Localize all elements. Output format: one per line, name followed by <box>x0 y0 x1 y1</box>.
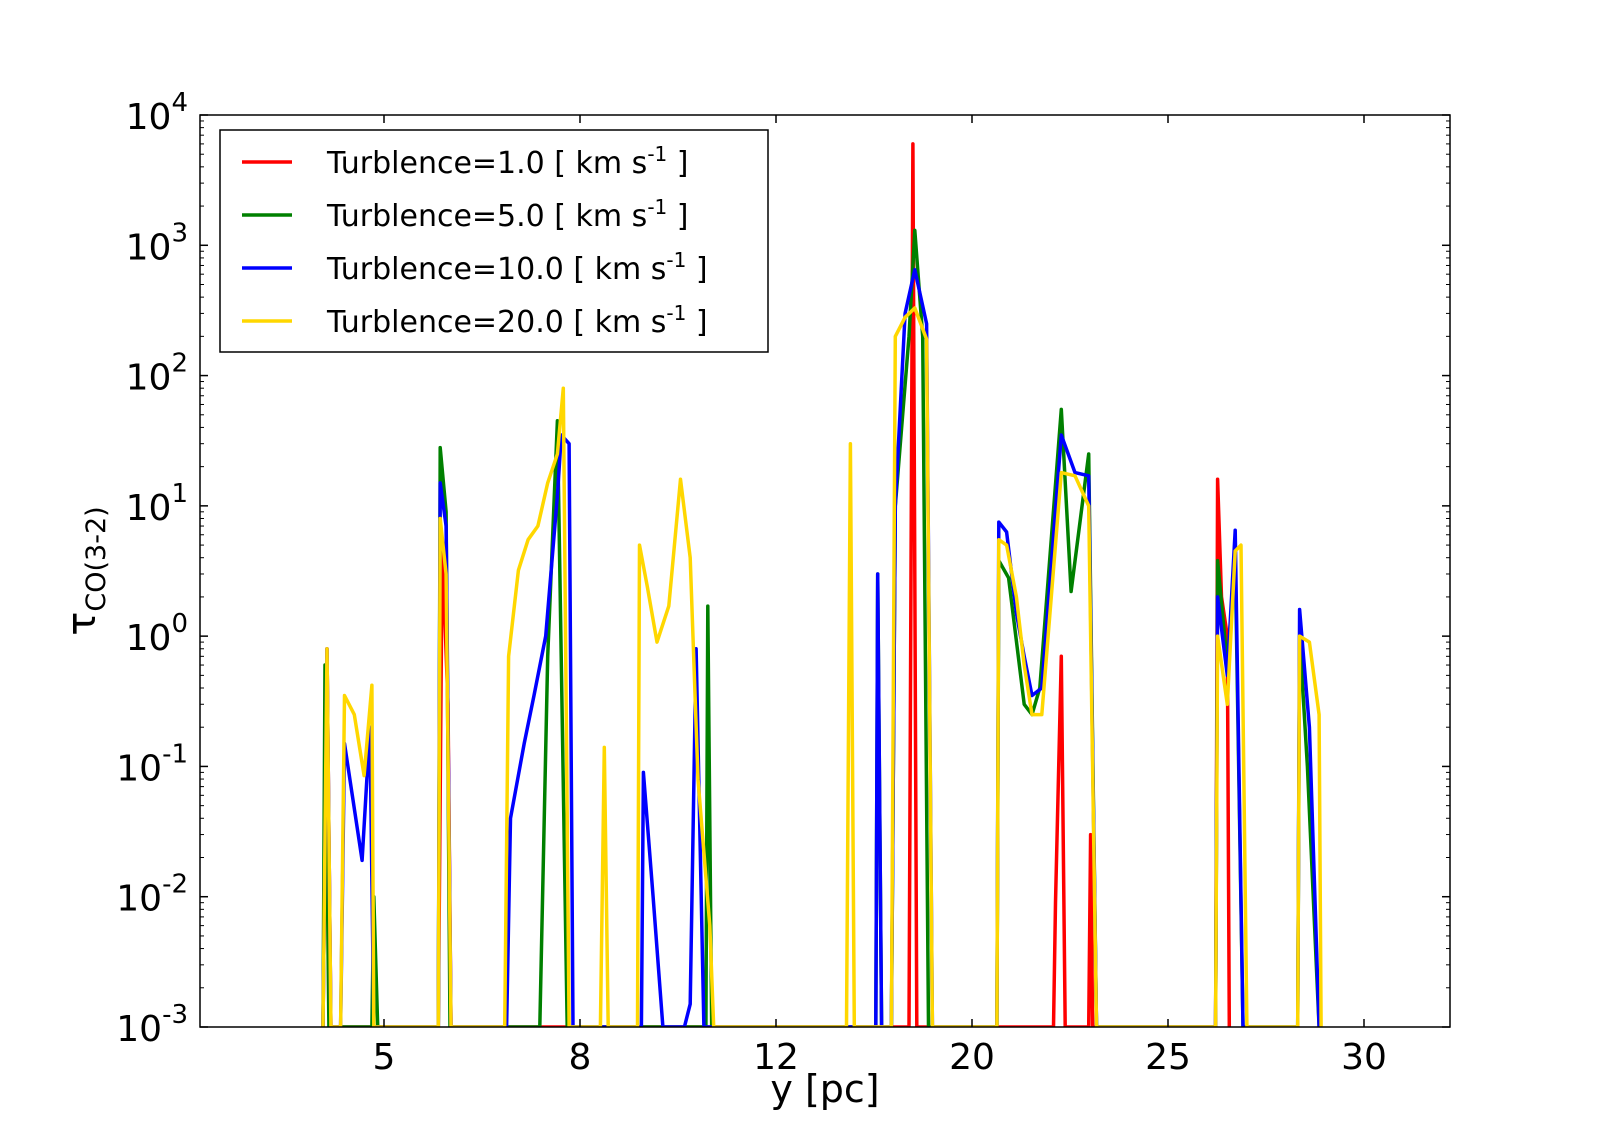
y-tick-label: 10-1 <box>116 739 188 789</box>
series-layer <box>321 142 1323 1027</box>
y-tick-label: 104 <box>126 88 188 138</box>
legend-entry: Turblence=1.0 [ km s-1 ] <box>326 142 689 181</box>
x-tick-label: 30 <box>1341 1037 1387 1078</box>
y-axis: 10-3 10-2 10-1 100 101 102 103 104 <box>116 88 1450 1050</box>
y-tick-label: 103 <box>126 218 188 268</box>
x-tick-label: 8 <box>569 1037 592 1078</box>
x-tick-label: 20 <box>949 1037 995 1078</box>
x-tick-label: 5 <box>373 1037 396 1078</box>
y-axis-label-base: τ <box>59 612 105 636</box>
x-axis-label: y [pc] <box>770 1067 879 1111</box>
legend-entry: Turblence=10.0 [ km s-1 ] <box>326 248 708 287</box>
series-line-4 <box>321 306 1323 1027</box>
x-tick-label: 25 <box>1145 1037 1191 1078</box>
legend: Turblence=1.0 [ km s-1 ] Turblence=5.0 [ … <box>219 129 769 353</box>
legend-entry: Turblence=20.0 [ km s-1 ] <box>326 301 708 340</box>
y-tick-label: 101 <box>126 479 188 529</box>
y-axis-label-sub: CO(3-2) <box>81 506 112 611</box>
legend-entry: Turblence=5.0 [ km s-1 ] <box>326 195 689 234</box>
y-tick-label: 10-3 <box>116 1000 188 1050</box>
plot-frame <box>199 114 1451 1028</box>
y-tick-label: 102 <box>126 349 188 399</box>
legend-frame <box>219 129 769 353</box>
x-axis: 5 8 12 20 25 30 <box>373 115 1387 1078</box>
y-tick-label: 10-2 <box>116 870 188 920</box>
x-tick-label: 12 <box>753 1037 799 1078</box>
y-axis-label: τCO(3-2) <box>59 506 112 635</box>
y-tick-label: 100 <box>126 609 188 659</box>
